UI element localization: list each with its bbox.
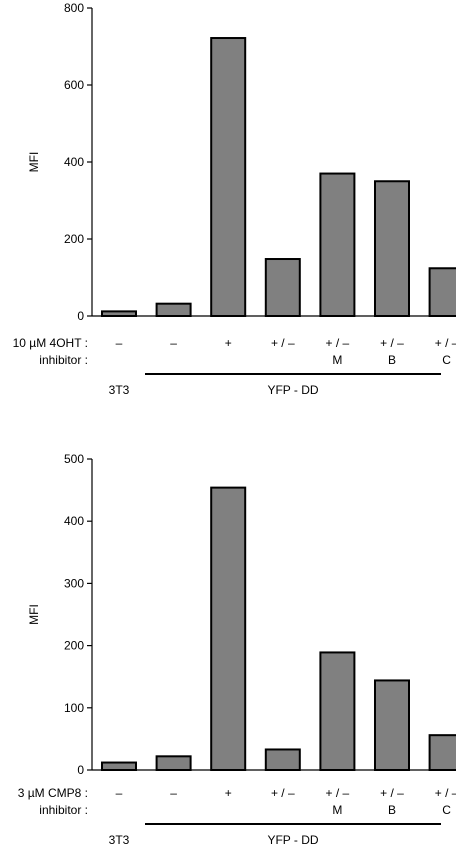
treatment-label: –	[170, 336, 177, 350]
y-tick-label: 0	[77, 763, 84, 777]
treatment-label: +	[225, 336, 232, 350]
bar	[210, 486, 247, 771]
y-tick-label: 400	[64, 155, 84, 169]
treatment-label: –	[170, 786, 177, 800]
treatment-label: + / –	[326, 336, 350, 350]
condition-row-label: 3 µM CMP8 :	[18, 786, 88, 800]
y-axis-label: MFI	[27, 604, 41, 625]
inhibitor-label: M	[332, 803, 342, 817]
treatment-label: –	[116, 336, 123, 350]
condition-row-label: inhibitor :	[39, 353, 88, 367]
inhibitor-label: C	[442, 353, 451, 367]
bar	[101, 761, 137, 772]
treatment-label: + / –	[271, 786, 295, 800]
treatment-label: +	[225, 786, 232, 800]
inhibitor-label: B	[388, 353, 396, 367]
y-axis-label: MFI	[27, 152, 41, 173]
bar	[374, 679, 410, 772]
inhibitor-label: B	[388, 803, 396, 817]
y-tick-label: 100	[64, 701, 84, 715]
y-tick-label: 500	[64, 452, 84, 466]
condition-row-label: inhibitor :	[39, 803, 88, 817]
inhibitor-label: C	[442, 803, 451, 817]
group-label: 3T3	[109, 383, 130, 397]
y-tick-label: 200	[64, 639, 84, 653]
bar	[428, 267, 456, 318]
bar	[264, 258, 301, 317]
bar	[319, 651, 356, 772]
bar	[155, 302, 192, 317]
y-tick-label: 800	[64, 1, 84, 15]
chart-panel-1: 0 200 400 600 800 MFI 10 µM 4OHT : inhibitor : –…	[13, 1, 456, 397]
y-tick-label: 200	[64, 232, 84, 246]
bar	[101, 310, 137, 318]
bar	[319, 172, 356, 317]
treatment-label: + / –	[271, 336, 295, 350]
group-label: YFP - DD	[267, 833, 318, 847]
chart-panel-2: 0 100 200 300 400 500 MFI 3 µM CMP8 : inhibitor …	[18, 452, 456, 847]
treatment-label: + / –	[380, 336, 404, 350]
bar	[264, 748, 301, 771]
condition-row-label: 10 µM 4OHT :	[13, 336, 88, 350]
bar	[210, 37, 247, 317]
inhibitor-label: M	[332, 353, 342, 367]
y-tick-label: 300	[64, 576, 84, 590]
treatment-label: –	[116, 786, 123, 800]
bar	[374, 180, 410, 317]
y-tick-label: 0	[77, 309, 84, 323]
bar	[155, 755, 192, 771]
bar	[428, 734, 456, 772]
treatment-label: + / –	[326, 786, 350, 800]
y-tick-label: 400	[64, 514, 84, 528]
group-label: 3T3	[109, 833, 130, 847]
treatment-label: + / –	[380, 786, 404, 800]
y-tick-label: 600	[64, 78, 84, 92]
treatment-label: + / –	[435, 336, 456, 350]
group-label: YFP - DD	[267, 383, 318, 397]
treatment-label: + / –	[435, 786, 456, 800]
